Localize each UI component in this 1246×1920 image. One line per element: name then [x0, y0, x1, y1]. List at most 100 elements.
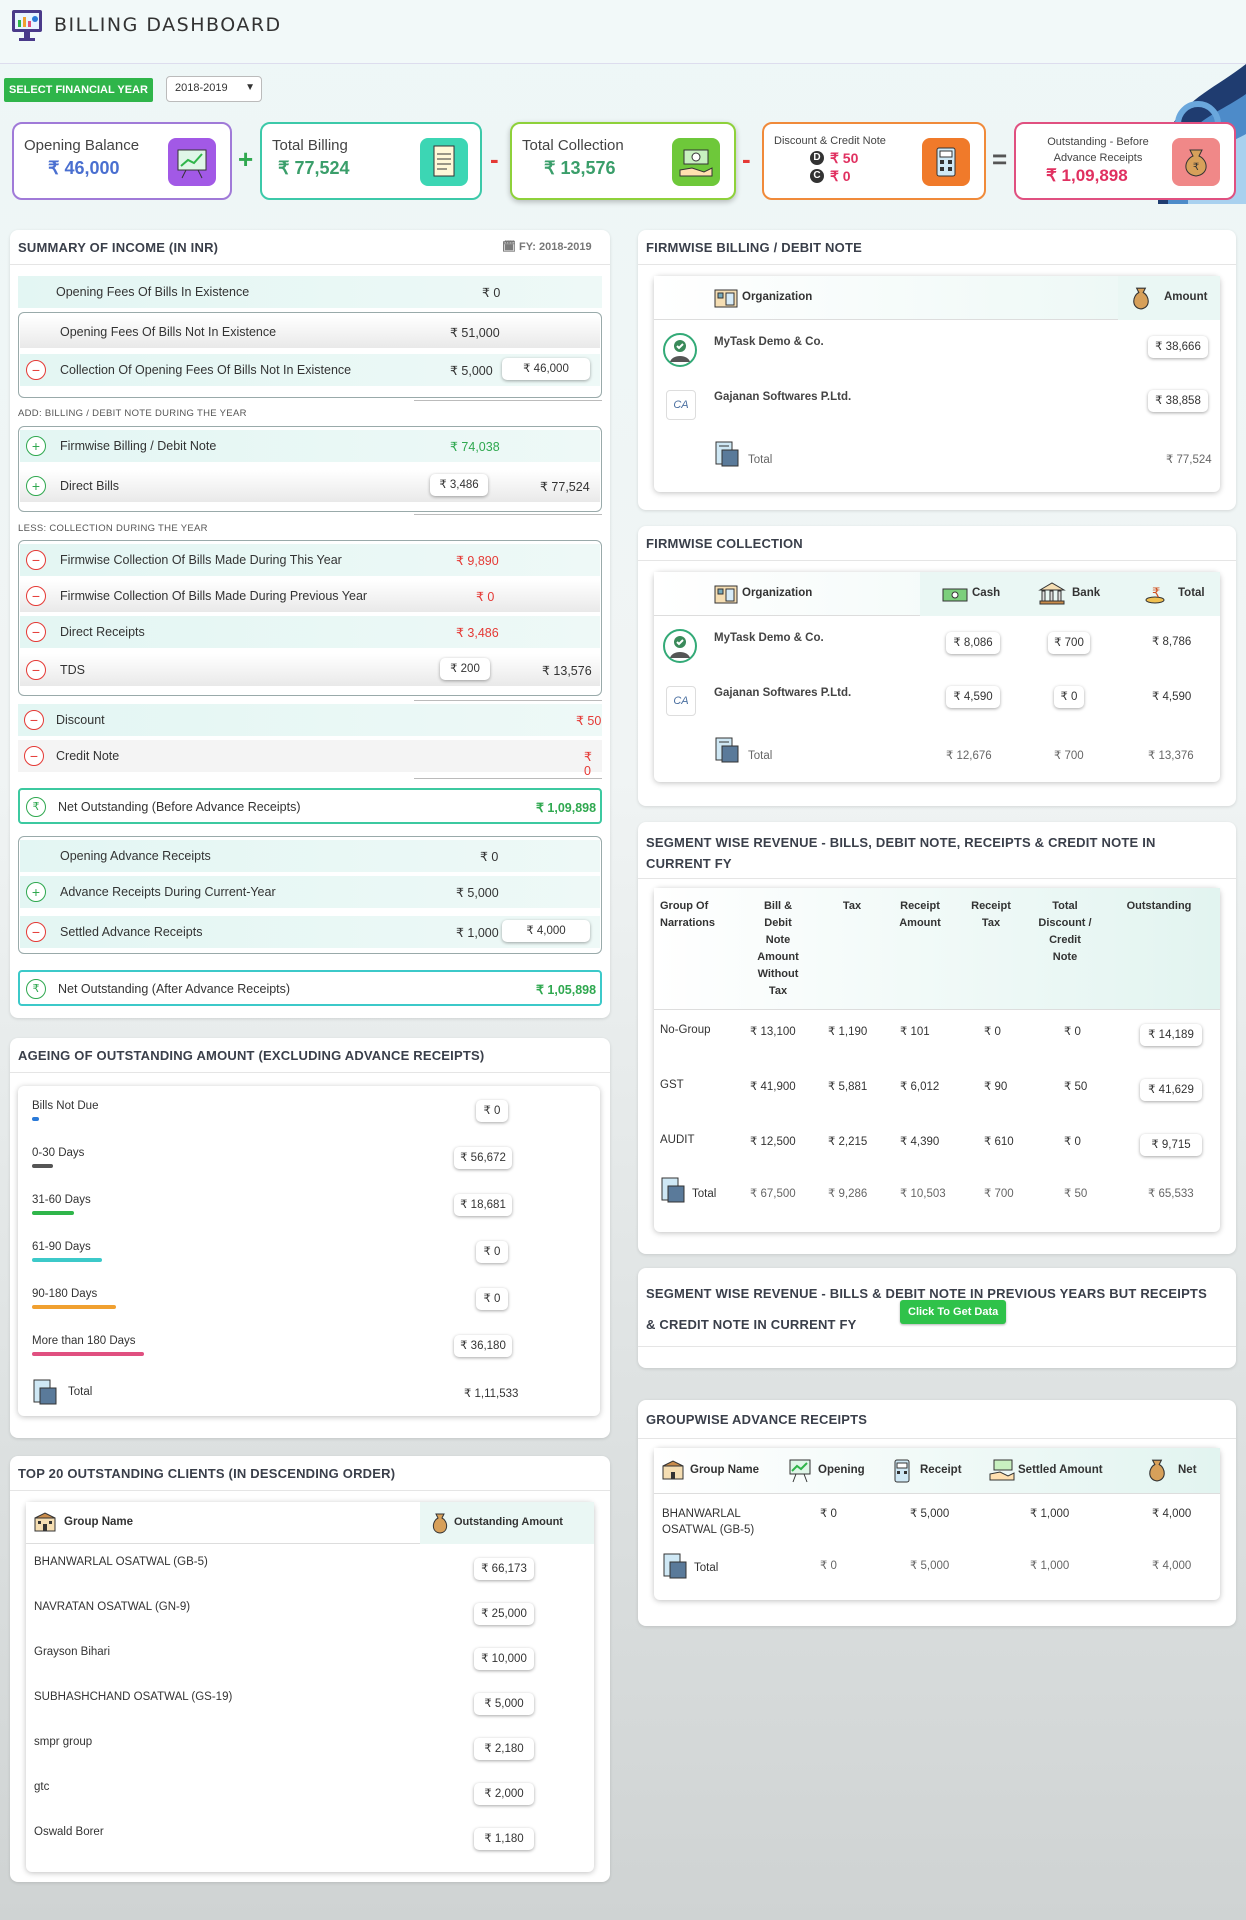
opening-balance-card[interactable]: Opening Balance ₹ 46,000	[12, 122, 232, 200]
svg-text:₹: ₹	[1152, 586, 1160, 601]
row-label: Opening Fees Of Bills In Existence	[56, 285, 250, 299]
org-cash: ₹ 8,086	[946, 632, 1000, 654]
total-receipt: ₹ 5,000	[910, 1560, 950, 1572]
col-bill-line: Without	[757, 968, 799, 980]
row-label: Direct Receipts	[60, 625, 145, 639]
org-amount: ₹ 38,666	[1148, 336, 1208, 358]
segment-prev-title: SEGMENT WISE REVENUE - BILLS & DEBIT NOT…	[646, 1278, 1207, 1340]
col-bill-line: Note	[765, 934, 791, 946]
col-disc: Total Discount / Credit Note	[1030, 898, 1100, 966]
client-amount: ₹ 1,180	[474, 1828, 534, 1850]
ageing-value: ₹ 0	[476, 1100, 508, 1122]
ageing-bar	[32, 1305, 116, 1309]
segment-bill: ₹ 41,900	[750, 1081, 796, 1093]
total-billing-card[interactable]: Total Billing ₹ 77,524	[260, 122, 482, 200]
total-label: Total	[694, 1562, 719, 1574]
segment-prev-panel: SEGMENT WISE REVENUE - BILLS & DEBIT NOT…	[638, 1268, 1236, 1368]
collection-opening-net: ₹ 46,000	[502, 358, 590, 380]
collection-group	[18, 540, 602, 696]
ageing-title: AGEING OF OUTSTANDING AMOUNT (EXCLUDING …	[18, 1048, 485, 1063]
tds-total: ₹ 13,576	[542, 664, 592, 678]
col-rtax: Receipt Tax	[966, 898, 1016, 932]
financial-year-select[interactable]: 2018-2019 ▼	[166, 76, 262, 102]
row-label: Firmwise Collection Of Bills Made During…	[60, 589, 368, 603]
ledger-icon	[715, 441, 739, 467]
calculator-icon	[894, 1459, 910, 1483]
total-billing-label: Total Billing	[272, 137, 348, 154]
rupee-coins-icon: ₹	[1145, 586, 1165, 604]
col-tax: Tax	[832, 898, 872, 915]
plus-icon: +	[26, 882, 46, 902]
row-net: ₹ 4,000	[1152, 1508, 1192, 1520]
outstanding-before-label: Outstanding - Before Advance Receipts	[1047, 136, 1149, 164]
discount-row: − Discount ₹ 50	[18, 704, 602, 736]
discount-credit-card[interactable]: Discount & Credit Note D ₹ 50 C ₹ 0	[762, 122, 986, 200]
ageing-bar	[32, 1164, 53, 1168]
ageing-label: 90-180 Days	[32, 1288, 98, 1300]
minus-icon: −	[26, 622, 46, 642]
col-amount-bg	[420, 1502, 594, 1544]
col-out-line: Outstanding	[1126, 900, 1192, 912]
cash-hand-icon	[672, 138, 720, 186]
ageing-value: ₹ 56,672	[454, 1147, 512, 1169]
row-label: Net Outstanding (After Advance Receipts)	[58, 982, 291, 996]
ageing-total-label: Total	[68, 1386, 93, 1398]
row-label: Direct Bills	[60, 479, 120, 493]
outstanding-before-card[interactable]: Outstanding - Before Advance Receipts ₹ …	[1014, 122, 1236, 200]
col-opening: Opening	[818, 1464, 865, 1476]
table-header	[654, 1448, 1220, 1494]
org-bank: ₹ 0	[1054, 686, 1084, 708]
collection-opening-fees-row: − Collection Of Opening Fees Of Bills No…	[20, 354, 600, 386]
chevron-down-icon: ▼	[245, 82, 255, 93]
client-name: Oswald Borer	[34, 1826, 104, 1838]
opening-not-existence-group	[18, 312, 602, 398]
client-amount: ₹ 10,000	[474, 1648, 534, 1670]
segment-receipt: ₹ 4,390	[900, 1136, 940, 1148]
segment-group: GST	[660, 1079, 684, 1091]
ageing-bar	[32, 1258, 102, 1262]
ledger-icon	[715, 737, 739, 763]
plus-icon: +	[26, 436, 46, 456]
page-title: BILLING DASHBOARD	[54, 14, 282, 36]
client-amount: ₹ 25,000	[474, 1603, 534, 1625]
rupee-icon: ₹	[26, 797, 46, 817]
org-cash: ₹ 4,590	[946, 686, 1000, 708]
credit-badge: C	[810, 169, 824, 183]
top20-table: Group Name Outstanding Amount BHANWARLAL…	[26, 1502, 594, 1872]
total-bank: ₹ 700	[1054, 750, 1084, 762]
segment-title-line1: SEGMENT WISE REVENUE - BILLS, DEBIT NOTE…	[646, 835, 1156, 850]
total-opening: ₹ 0	[820, 1560, 837, 1572]
firmwise-billing-row: + Firmwise Billing / Debit Note ₹ 74,038	[20, 430, 600, 462]
segment-title-line2: CURRENT FY	[646, 856, 732, 871]
col-group-name: Group Name	[690, 1464, 760, 1476]
row-value: ₹ 51,000	[450, 326, 500, 340]
ageing-value: ₹ 18,681	[454, 1194, 512, 1216]
ageing-label: 31-60 Days	[32, 1194, 91, 1206]
row-settled: ₹ 1,000	[1030, 1508, 1070, 1520]
segment-group: No-Group	[660, 1024, 711, 1036]
col-bill-line: Tax	[768, 985, 788, 997]
firmwise-collection-title: FIRMWISE COLLECTION	[646, 536, 803, 551]
segment-disc: ₹ 0	[1064, 1136, 1081, 1148]
col-group-line: Group Of	[660, 900, 709, 912]
get-data-button[interactable]: Click To Get Data	[900, 1300, 1007, 1324]
outstanding-before-value: ₹ 1,09,898	[1046, 166, 1128, 185]
minus-icon: −	[26, 550, 46, 570]
select-financial-year-label: SELECT FINANCIAL YEAR	[4, 78, 153, 102]
row-label: TDS	[60, 663, 85, 677]
col-rtax-line: Tax	[981, 917, 1001, 929]
col-amount: Amount	[1164, 291, 1208, 303]
segment-table: Group Of Narrations Bill & Debit Note Amount W…	[654, 888, 1220, 1232]
organization-icon	[714, 289, 738, 308]
total-billing-value: ₹ 77,524	[278, 158, 350, 178]
presentation-board-icon	[789, 1459, 811, 1483]
segment-group: AUDIT	[660, 1134, 695, 1146]
total-collection-card[interactable]: Total Collection ₹ 13,576	[510, 122, 736, 200]
money-bag-icon: ₹	[1172, 138, 1220, 186]
row-value: ₹ 0	[480, 850, 499, 864]
segment-prev-title-line2: & CREDIT NOTE IN CURRENT FY	[646, 1317, 857, 1332]
row-value: ₹ 9,890	[456, 554, 499, 568]
ledger-icon	[661, 1177, 685, 1203]
col-receipt: Receipt Amount	[890, 898, 950, 932]
row-label: Opening Fees Of Bills Not In Existence	[60, 325, 277, 339]
